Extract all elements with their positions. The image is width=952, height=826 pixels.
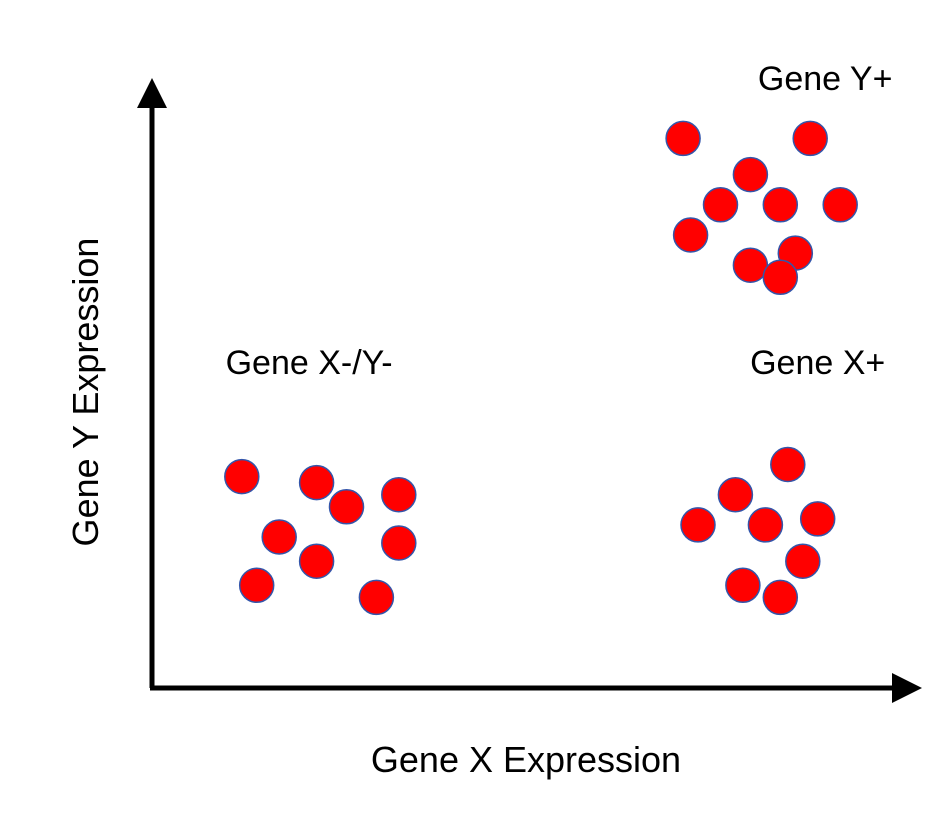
data-point-s2-2 bbox=[680, 507, 716, 543]
annotation-gene-x-plus: Gene X+ bbox=[750, 344, 885, 382]
data-point-s1-1 bbox=[298, 464, 335, 501]
data-point-s1-6 bbox=[298, 543, 335, 579]
data-point-s2-4 bbox=[799, 501, 836, 537]
annotation-gene-y-plus: Gene Y+ bbox=[758, 60, 893, 98]
data-point-s2-0 bbox=[770, 446, 806, 483]
y-axis-label: Gene Y Expression bbox=[65, 238, 106, 547]
data-point-s2-6 bbox=[725, 567, 761, 604]
data-point-s0-3 bbox=[702, 187, 739, 223]
x-axis-label: Gene X Expression bbox=[371, 739, 681, 780]
data-point-s2-3 bbox=[747, 507, 784, 543]
data-point-s0-6 bbox=[672, 217, 709, 253]
data-point-s0-1 bbox=[792, 120, 828, 157]
data-point-s1-4 bbox=[261, 519, 297, 555]
data-point-s0-4 bbox=[762, 187, 799, 223]
data-point-s2-1 bbox=[717, 476, 754, 513]
points-layer bbox=[224, 120, 858, 616]
data-point-s2-5 bbox=[785, 543, 821, 579]
data-point-s0-2 bbox=[732, 156, 769, 193]
data-point-s0-5 bbox=[822, 187, 858, 223]
data-point-s1-0 bbox=[224, 458, 260, 495]
data-point-s0-9 bbox=[762, 259, 799, 296]
data-point-s2-7 bbox=[762, 579, 799, 616]
data-point-s0-7 bbox=[732, 247, 769, 283]
data-point-s1-3 bbox=[381, 476, 417, 513]
data-point-s1-8 bbox=[358, 579, 395, 616]
data-point-s1-2 bbox=[328, 489, 365, 525]
annotation-gene-x-minus-y-minus: Gene X-/Y- bbox=[226, 344, 393, 382]
data-point-s1-5 bbox=[381, 525, 417, 561]
data-point-s1-7 bbox=[238, 567, 275, 604]
data-point-s0-0 bbox=[665, 120, 701, 157]
